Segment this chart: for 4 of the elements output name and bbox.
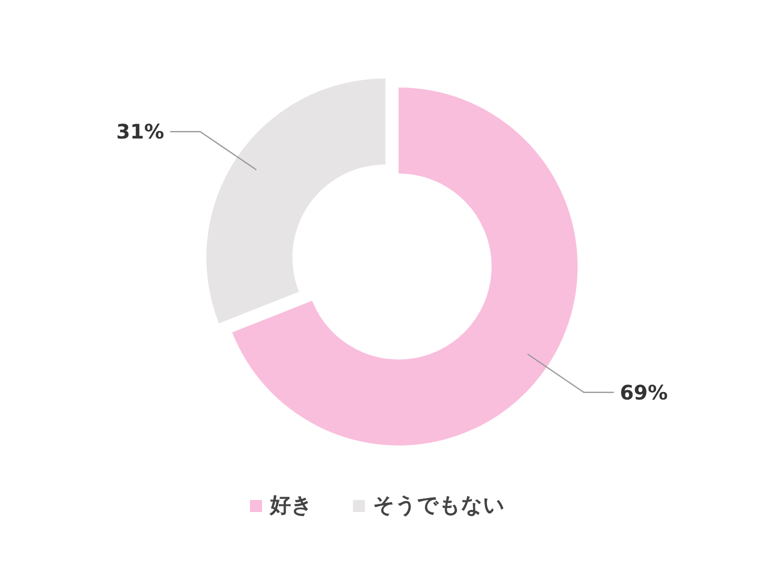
legend-label: 好き <box>269 493 313 517</box>
legend-label: そうでもない <box>373 493 505 517</box>
data-label: 31% <box>116 120 164 144</box>
data-label: 69% <box>620 380 668 404</box>
